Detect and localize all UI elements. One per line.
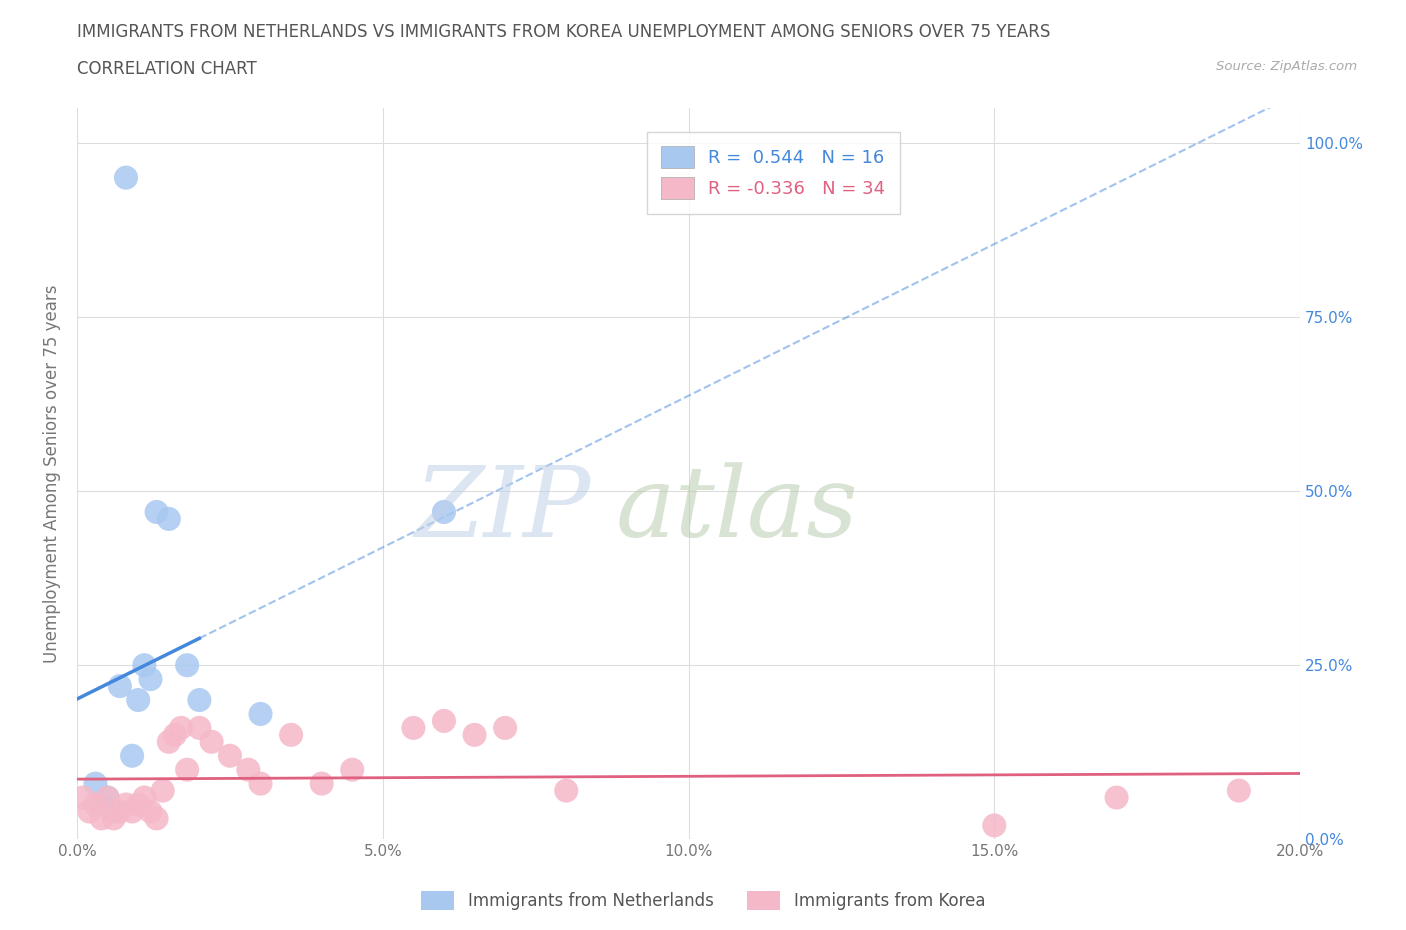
Point (157, 735, 180, 750)
Point (311, 777, 333, 791)
Point (97, 790, 120, 805)
Point (342, 763, 364, 777)
Point (127, 797, 149, 812)
Point (555, 783, 578, 798)
Point (127, 693, 149, 708)
Point (402, 721, 425, 736)
Text: atlas: atlas (616, 462, 858, 558)
Point (84, 777, 107, 791)
Point (145, 811, 167, 826)
Point (464, 727, 486, 742)
Point (188, 693, 211, 708)
Point (152, 783, 174, 798)
Point (84, 797, 107, 812)
Point (79, 804, 101, 819)
Point (170, 721, 193, 736)
Point (433, 505, 456, 520)
Point (121, 749, 143, 764)
Point (176, 658, 198, 672)
Point (163, 727, 186, 742)
Point (115, 797, 138, 812)
Legend: R =  0.544   N = 16, R = -0.336   N = 34: R = 0.544 N = 16, R = -0.336 N = 34 (647, 132, 900, 214)
Y-axis label: Unemployment Among Seniors over 75 years: Unemployment Among Seniors over 75 years (44, 285, 60, 663)
Point (108, 804, 131, 819)
Point (983, 818, 1005, 833)
Point (238, 763, 260, 777)
Point (108, 679, 131, 694)
Text: ZIP: ZIP (415, 462, 591, 558)
Point (90, 811, 112, 826)
Text: Source: ZipAtlas.com: Source: ZipAtlas.com (1216, 60, 1357, 73)
Text: CORRELATION CHART: CORRELATION CHART (77, 60, 257, 78)
Point (280, 727, 302, 742)
Point (188, 721, 211, 736)
Point (1227, 783, 1250, 798)
Point (103, 804, 125, 819)
Point (139, 804, 162, 819)
Point (121, 804, 143, 819)
Point (176, 763, 198, 777)
Legend: Immigrants from Netherlands, Immigrants from Korea: Immigrants from Netherlands, Immigrants … (415, 884, 991, 917)
Point (219, 749, 242, 764)
Point (97, 790, 120, 805)
Point (134, 790, 156, 805)
Point (494, 721, 516, 736)
Point (1105, 790, 1128, 805)
Point (139, 671, 162, 686)
Point (103, 811, 125, 826)
Point (433, 713, 456, 728)
Point (157, 512, 180, 526)
Point (201, 735, 224, 750)
Text: IMMIGRANTS FROM NETHERLANDS VS IMMIGRANTS FROM KOREA UNEMPLOYMENT AMONG SENIORS : IMMIGRANTS FROM NETHERLANDS VS IMMIGRANT… (77, 23, 1050, 41)
Point (72, 790, 94, 805)
Point (249, 777, 271, 791)
Point (249, 707, 271, 722)
Point (134, 658, 156, 672)
Point (115, 170, 138, 185)
Point (145, 505, 167, 520)
Point (90, 797, 112, 812)
